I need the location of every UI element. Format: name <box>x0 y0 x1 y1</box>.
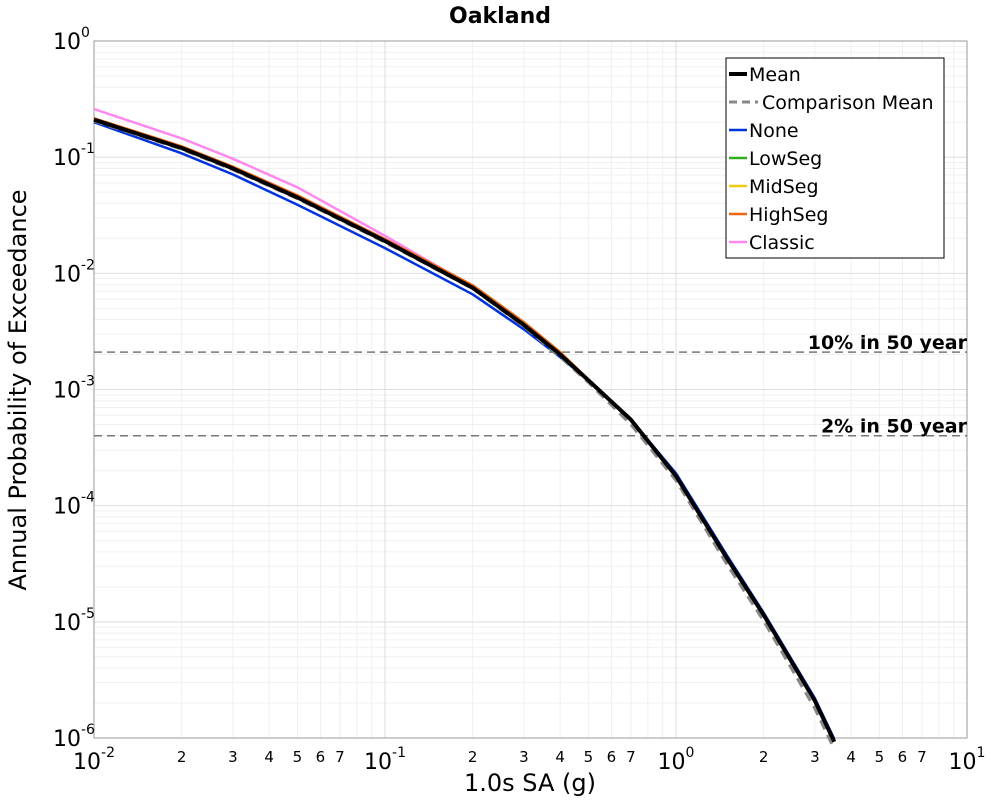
x-tick-minor-label: 6 <box>607 748 617 766</box>
x-tick-minor-label: 6 <box>898 748 908 766</box>
x-tick-minor-label: 3 <box>228 748 238 766</box>
x-tick-minor-label: 3 <box>519 748 529 766</box>
x-tick-label: 10-1 <box>364 745 406 775</box>
x-axis-label: 1.0s SA (g) <box>464 769 596 797</box>
legend-label-midseg: MidSeg <box>749 176 819 198</box>
x-tick-minor-label: 2 <box>468 748 478 766</box>
y-tick-label: 10-2 <box>53 257 95 287</box>
series-line-none <box>93 121 836 740</box>
x-tick-minor-label: 4 <box>555 748 565 766</box>
y-tick-label: 10-1 <box>53 141 95 171</box>
legend-label-classic: Classic <box>749 232 815 254</box>
x-tick-minor-label: 7 <box>626 748 636 766</box>
x-tick-minor-label: 6 <box>316 748 326 766</box>
x-tick-minor-label: 2 <box>177 748 187 766</box>
legend: Mean Comparison Mean None LowSeg MidSeg HighS… <box>725 57 945 259</box>
legend-box <box>725 57 945 259</box>
y-tick-label: 10-6 <box>53 722 95 752</box>
x-tick-minor-label: 5 <box>293 748 303 766</box>
plot-frame <box>93 40 968 739</box>
x-tick-minor-label: 2 <box>759 748 769 766</box>
legend-label-highseg: HighSeg <box>749 204 828 226</box>
legend-label-mean: Mean <box>749 64 801 86</box>
legend-label-none: None <box>749 120 799 142</box>
x-tick-label: 101 <box>949 745 986 775</box>
reference-lines: 10% in 50 year 2% in 50 year <box>94 332 968 438</box>
reference-line-label: 2% in 50 year <box>821 416 968 438</box>
series-line-highseg <box>93 117 836 743</box>
series-line-midseg <box>93 117 836 743</box>
reference-line-label: 10% in 50 year <box>808 332 968 354</box>
y-axis-label: Annual Probability of Exceedance <box>4 189 32 590</box>
x-tick-minor-label: 3 <box>810 748 820 766</box>
x-tick-minor-label: 7 <box>335 748 345 766</box>
y-tick-label: 100 <box>53 25 90 55</box>
x-tick-minor-label: 4 <box>846 748 856 766</box>
x-tick-label: 100 <box>658 745 695 775</box>
legend-label-comparison-mean: Comparison Mean <box>762 92 934 114</box>
y-tick-label: 10-5 <box>53 606 95 636</box>
x-tick-minor-label: 4 <box>264 748 274 766</box>
series-line-mean <box>93 117 837 743</box>
series-line-lowseg <box>93 118 836 743</box>
y-tick-label: 10-4 <box>53 490 95 520</box>
chart-title: Oakland <box>449 4 551 29</box>
series-line-classic <box>93 107 836 743</box>
x-tick-minor-label: 5 <box>584 748 594 766</box>
y-tick-label: 10-3 <box>53 374 95 404</box>
x-tick-label: 10-2 <box>73 745 115 775</box>
y-tick-labels: 100 10-1 10-2 10-3 10-4 10-5 10-6 <box>53 25 95 752</box>
series-group <box>93 107 837 750</box>
series-line-comparison-mean <box>93 119 836 750</box>
legend-label-lowseg: LowSeg <box>749 148 822 170</box>
x-tick-minor-label: 5 <box>875 748 885 766</box>
x-tick-minor-label: 7 <box>917 748 927 766</box>
